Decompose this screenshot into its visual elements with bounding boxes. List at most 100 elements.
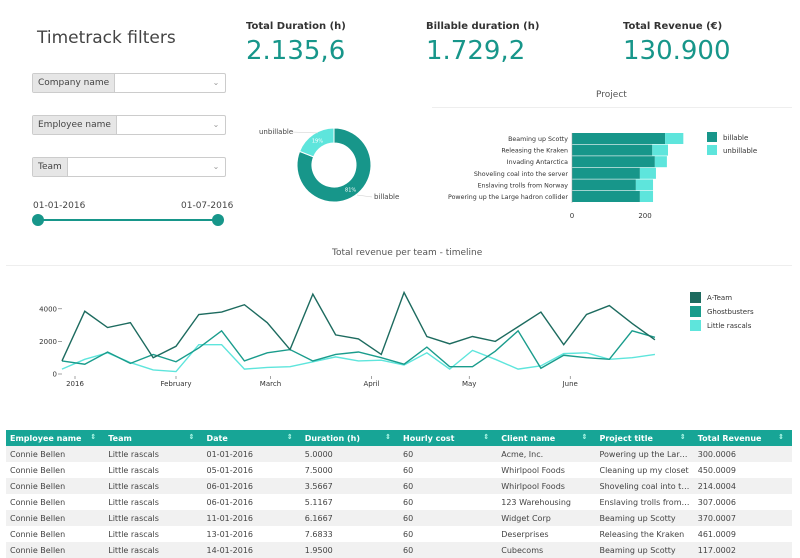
x-tick-label: 0 [570, 212, 574, 220]
timetrack-table: Employee name ⇕ Team ⇕ Date ⇕ Duration (h) ⇕ Hou… [6, 430, 792, 558]
column-header[interactable]: Team ⇕ [104, 430, 203, 446]
table-cell: Connie Bellen [10, 529, 66, 539]
table-cell: 370.0007 [693, 510, 792, 526]
bar-billable [572, 133, 666, 144]
table-cell: Enslaving trolls from N... [599, 497, 694, 507]
table-cell: 60 [399, 446, 498, 462]
y-tick-label: 0 [53, 371, 57, 379]
table-cell: 461.0009 [697, 529, 736, 539]
timeline-chart-title: Total revenue per team - timeline [332, 248, 483, 258]
column-header[interactable]: Duration (h) ⇕ [300, 430, 399, 446]
donut-label-unbillable: unbillable [259, 128, 293, 136]
column-header-label: Team [108, 433, 132, 443]
x-tick-label: June [562, 380, 578, 388]
table-cell: 7.6833 [304, 529, 333, 539]
y-tick-label: 4000 [39, 305, 57, 313]
table-cell: Little rascals [108, 465, 159, 475]
bar-unbillable [652, 144, 668, 156]
x-tick-label: May [462, 380, 476, 388]
table-cell: Deserprises [501, 529, 549, 539]
x-tick-label: February [160, 380, 191, 388]
bar-unbillable [654, 156, 667, 168]
bar-billable [572, 167, 640, 179]
table-cell: Little rascals [104, 542, 203, 558]
sort-icon[interactable]: ⇕ [581, 433, 588, 441]
sort-icon[interactable]: ⇕ [385, 433, 391, 441]
column-header[interactable]: Employee name ⇕ [6, 430, 105, 446]
table-row[interactable]: Connie Bellen Little rascals 01-01-2016 5.0… [6, 446, 792, 462]
bar-category-label: Invading Antarctica [507, 159, 568, 166]
table-cell: Little rascals [108, 497, 159, 507]
sort-icon[interactable]: ⇕ [188, 433, 195, 441]
employee-name-dropdown[interactable]: Employee name ⌄ [32, 115, 226, 135]
sort-icon[interactable]: ⇕ [286, 433, 293, 441]
table-row[interactable]: Connie Bellen Little rascals 05-01-2016 7.5… [6, 462, 792, 478]
dropdown-label: Team [33, 158, 68, 176]
table-cell: 214.0004 [693, 478, 792, 494]
table-row[interactable]: Connie Bellen Little rascals 13-01-2016 7.6… [6, 526, 792, 542]
column-header-label: Project title [599, 433, 653, 443]
slice-percent-label: 81% [345, 187, 356, 193]
dropdown-value [117, 116, 207, 134]
bar-category-label: Enslaving trolls from Norway [478, 182, 569, 189]
bar-unbillable [639, 191, 654, 202]
legend-swatch [690, 292, 701, 303]
table-cell: 06-01-2016 [206, 497, 254, 507]
legend-label: Ghostbusters [707, 308, 754, 316]
chevron-down-icon: ⌄ [212, 162, 220, 171]
divider [6, 265, 792, 266]
table-cell: 60 [399, 542, 498, 558]
project-chart-title: Project [596, 90, 627, 100]
sort-icon[interactable]: ⇕ [778, 433, 784, 441]
table-cell: Connie Bellen [6, 510, 105, 526]
legend-label: Little rascals [707, 322, 752, 330]
bar-unbillable [635, 179, 654, 191]
range-end-handle[interactable] [212, 214, 224, 226]
table-cell: 1.9500 [300, 542, 399, 558]
table-cell: 300.0006 [693, 446, 792, 462]
x-tick-label: 200 [638, 212, 651, 220]
table-cell: 13-01-2016 [206, 529, 254, 539]
table-row[interactable]: Connie Bellen Little rascals 06-01-2016 5.1… [6, 494, 792, 510]
range-end-label: 01-07-2016 [181, 201, 234, 211]
line-little-rascals [61, 343, 656, 373]
table-cell: 60 [403, 529, 414, 539]
column-header[interactable]: Project title ⇕ [595, 430, 694, 446]
column-header[interactable]: Total Revenue ⇕ [693, 430, 792, 446]
table-cell: 05-01-2016 [206, 465, 254, 475]
table-cell: 7.5000 [304, 465, 333, 475]
sort-icon[interactable]: ⇕ [483, 433, 490, 441]
dropdown-value [68, 158, 207, 176]
table-header-row: Employee name ⇕ Team ⇕ Date ⇕ Duration (h) ⇕ Hou… [6, 430, 792, 446]
dropdown-value [115, 74, 207, 92]
column-header-label: Date [206, 433, 228, 443]
range-start-label: 01-01-2016 [33, 201, 86, 211]
column-header[interactable]: Date ⇕ [202, 430, 301, 446]
legend-label-billable: billable [723, 134, 748, 142]
sort-icon[interactable]: ⇕ [90, 433, 97, 441]
table-cell: Widget Corp [497, 510, 596, 526]
table-cell: 117.0002 [693, 542, 792, 558]
bar-billable [572, 179, 636, 191]
table-cell: 123 Warehousing [501, 497, 571, 507]
table-cell: Connie Bellen [6, 478, 105, 494]
table-row[interactable]: Connie Bellen Little rascals 06-01-2016 3.5… [6, 478, 792, 494]
column-header-label: Hourly cost [403, 433, 455, 443]
kpi-total-revenue-label: Total Revenue (€) [623, 21, 723, 32]
range-start-handle[interactable] [32, 214, 44, 226]
line-a-team [61, 290, 656, 362]
x-tick-label: March [260, 380, 281, 388]
kpi-total-duration-label: Total Duration (h) [246, 21, 346, 32]
table-cell: Connie Bellen [10, 465, 66, 475]
company-name-dropdown[interactable]: Company name ⌄ [32, 73, 226, 93]
table-row[interactable]: Connie Bellen Little rascals 11-01-2016 6.1… [6, 510, 792, 526]
team-dropdown[interactable]: Team ⌄ [32, 157, 226, 177]
column-header[interactable]: Hourly cost ⇕ [399, 430, 498, 446]
table-cell: 60 [399, 478, 498, 494]
sort-icon[interactable]: ⇕ [679, 433, 686, 441]
table-cell: Acme, Inc. [497, 446, 596, 462]
project-bar-chart: Beaming up Scotty Releasing the Kraken Inv… [448, 132, 757, 220]
column-header[interactable]: Client name ⇕ [497, 430, 596, 446]
table-row[interactable]: Connie Bellen Little rascals 14-01-2016 1.9… [6, 542, 792, 558]
leader-line [356, 194, 373, 198]
